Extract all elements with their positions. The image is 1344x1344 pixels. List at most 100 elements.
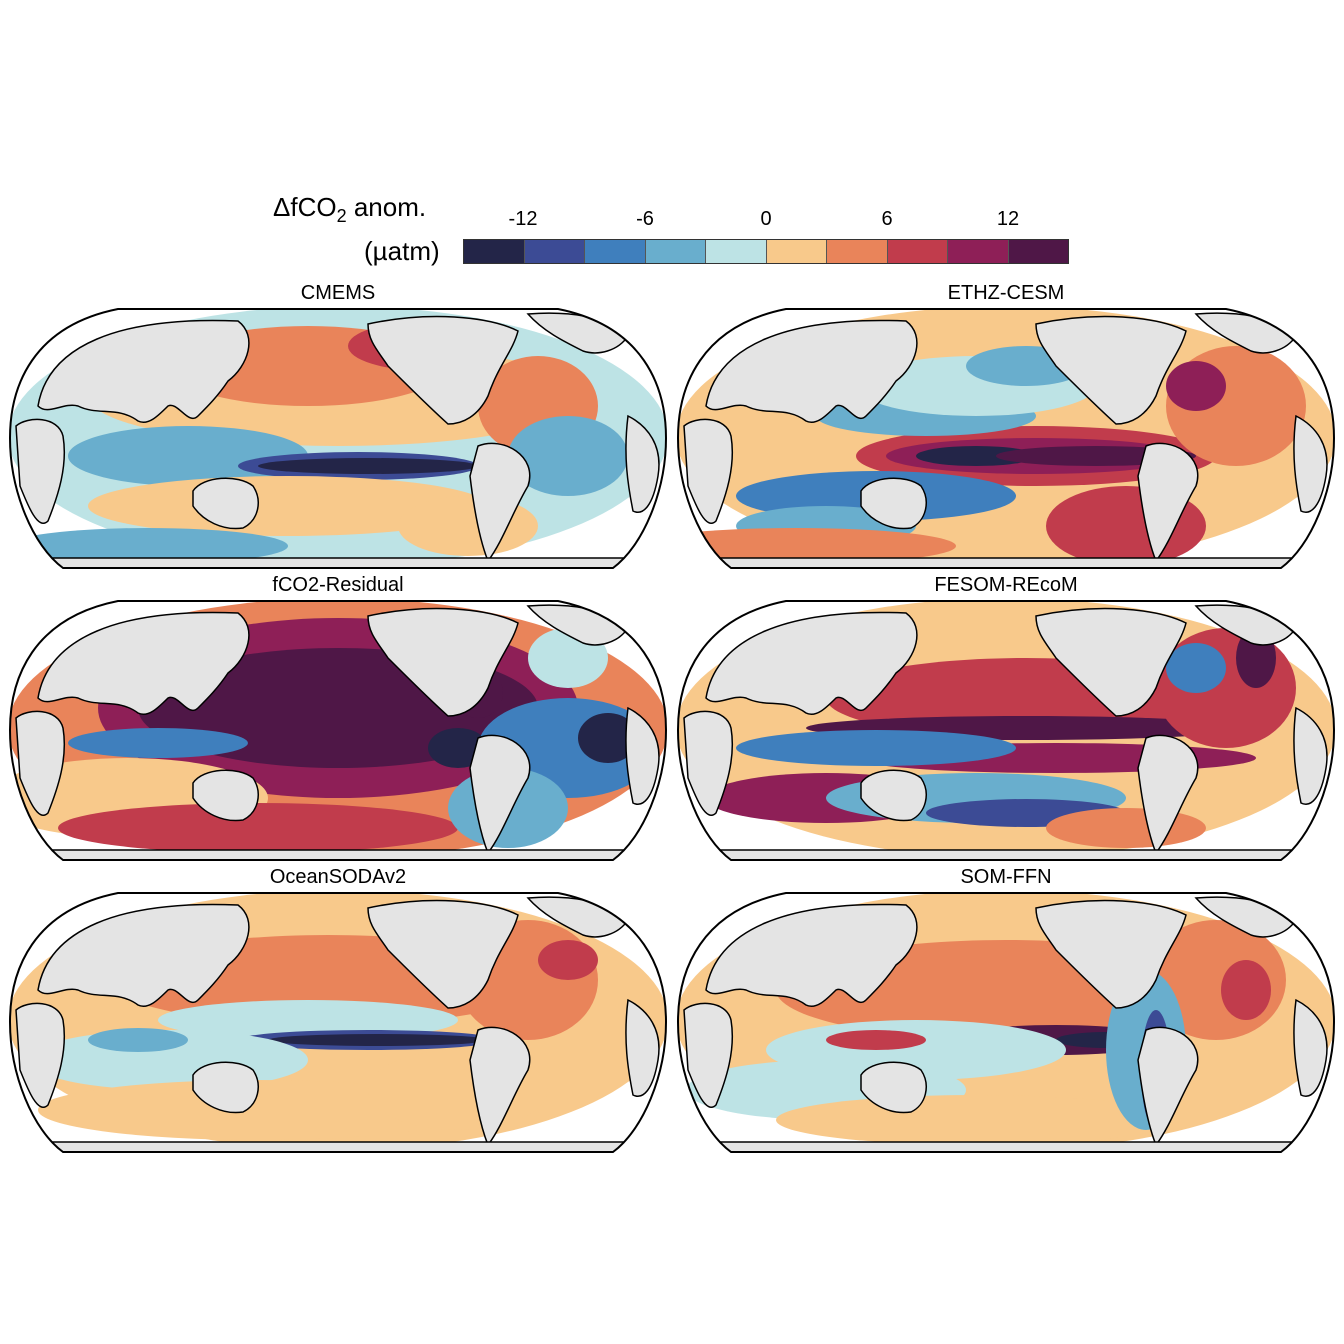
landmass <box>45 849 631 860</box>
landmass <box>705 611 918 715</box>
anomaly-region <box>68 728 248 758</box>
landmass <box>713 557 1299 568</box>
panel-title-fesom-recom: FESOM-REcoM <box>934 574 1078 596</box>
landmass <box>625 998 660 1097</box>
landmass <box>705 903 918 1007</box>
landmass <box>45 557 631 568</box>
colorbar-swatch <box>766 240 827 263</box>
landmass <box>37 611 250 715</box>
map-outline <box>676 600 1336 861</box>
map-panel-fco2-residual <box>8 600 668 861</box>
landmass <box>1137 442 1199 563</box>
landmass <box>192 769 259 822</box>
landmass <box>469 442 531 563</box>
landmass <box>705 319 918 423</box>
legend-units: (µatm) <box>364 236 440 266</box>
colorbar <box>463 239 1069 264</box>
map-outline <box>8 308 668 569</box>
map-panel-som-ffn <box>676 892 1336 1153</box>
landmass <box>683 418 734 524</box>
anomaly-region <box>578 713 638 763</box>
map-panel-fesom-recom <box>676 600 1336 861</box>
anomaly-region <box>1166 361 1226 411</box>
landmass <box>713 849 1299 860</box>
anomaly-region <box>1166 643 1226 693</box>
colorbar-swatch <box>464 240 525 263</box>
anomaly-region <box>538 940 598 980</box>
anomaly-region <box>158 1000 458 1040</box>
landmass <box>1035 607 1187 717</box>
landmass <box>192 1061 259 1114</box>
landmass <box>860 477 927 530</box>
landmass <box>625 414 660 513</box>
anomaly-region <box>826 1030 926 1050</box>
landmass <box>713 1141 1299 1152</box>
anomaly-region <box>1046 808 1206 848</box>
landmass <box>15 1002 66 1108</box>
colorbar-swatch <box>524 240 585 263</box>
landmass <box>1035 315 1187 425</box>
landmass <box>37 903 250 1007</box>
landmass <box>1035 899 1187 1009</box>
panel-title-ethz-cesm: ETHZ-CESM <box>947 282 1065 304</box>
landmass <box>37 319 250 423</box>
colorbar-legend: ΔfCO2 anom. (µatm) -12 -6 0 6 12 <box>0 180 1344 280</box>
legend-tick: 12 <box>996 208 1020 230</box>
landmass <box>1137 1026 1199 1147</box>
landmass <box>1293 706 1328 805</box>
landmass <box>15 418 66 524</box>
anomaly-region <box>1221 960 1271 1020</box>
anomaly-region <box>258 458 478 474</box>
landmass <box>683 710 734 816</box>
colorbar-swatch <box>645 240 706 263</box>
panel-title-cmems: CMEMS <box>300 282 376 304</box>
map-panel-cmems <box>8 308 668 569</box>
anomaly-region <box>776 1095 1176 1145</box>
anomaly-region <box>38 1080 478 1140</box>
landmass <box>367 899 519 1009</box>
landmass <box>860 769 927 822</box>
anomaly-region <box>88 476 488 536</box>
map-outline <box>8 600 668 861</box>
legend-tick: -6 <box>636 208 654 230</box>
colorbar-swatch <box>1008 240 1068 263</box>
colorbar-swatch <box>585 240 646 263</box>
anomaly-region <box>58 803 458 853</box>
landmass <box>625 706 660 805</box>
anomaly-region <box>268 1034 488 1046</box>
map-outline <box>676 308 1336 569</box>
legend-tick: 6 <box>881 208 893 230</box>
anomaly-region <box>10 528 288 564</box>
anomaly-region <box>508 416 628 496</box>
map-panel-oceansodav2 <box>8 892 668 1153</box>
colorbar-swatch <box>706 240 767 263</box>
landmass <box>683 1002 734 1108</box>
landmass <box>15 710 66 816</box>
panel-title-som-ffn: SOM-FFN <box>960 866 1052 888</box>
panel-title-oceansodav2: OceanSODAv2 <box>269 866 407 888</box>
anomaly-region <box>1156 628 1296 748</box>
legend-title: ΔfCO2 anom. <box>273 192 427 226</box>
landmass <box>1293 998 1328 1097</box>
landmass <box>860 1061 927 1114</box>
landmass <box>367 315 519 425</box>
legend-tick: 0 <box>760 208 772 230</box>
colorbar-swatch <box>887 240 948 263</box>
map-outline <box>676 892 1336 1153</box>
colorbar-swatch <box>948 240 1009 263</box>
anomaly-region <box>916 446 1036 466</box>
anomaly-region <box>736 730 1016 766</box>
landmass <box>1293 414 1328 513</box>
legend-tick: -12 <box>508 208 538 230</box>
landmass <box>367 607 519 717</box>
map-panel-ethz-cesm <box>676 308 1336 569</box>
landmass <box>45 1141 631 1152</box>
colorbar-swatch <box>827 240 888 263</box>
landmass <box>469 734 531 855</box>
landmass <box>469 1026 531 1147</box>
landmass <box>1137 734 1199 855</box>
panel-title-fco2-residual: fCO2-Residual <box>272 574 404 596</box>
anomaly-region <box>88 1028 188 1052</box>
landmass <box>192 477 259 530</box>
map-outline <box>8 892 668 1153</box>
